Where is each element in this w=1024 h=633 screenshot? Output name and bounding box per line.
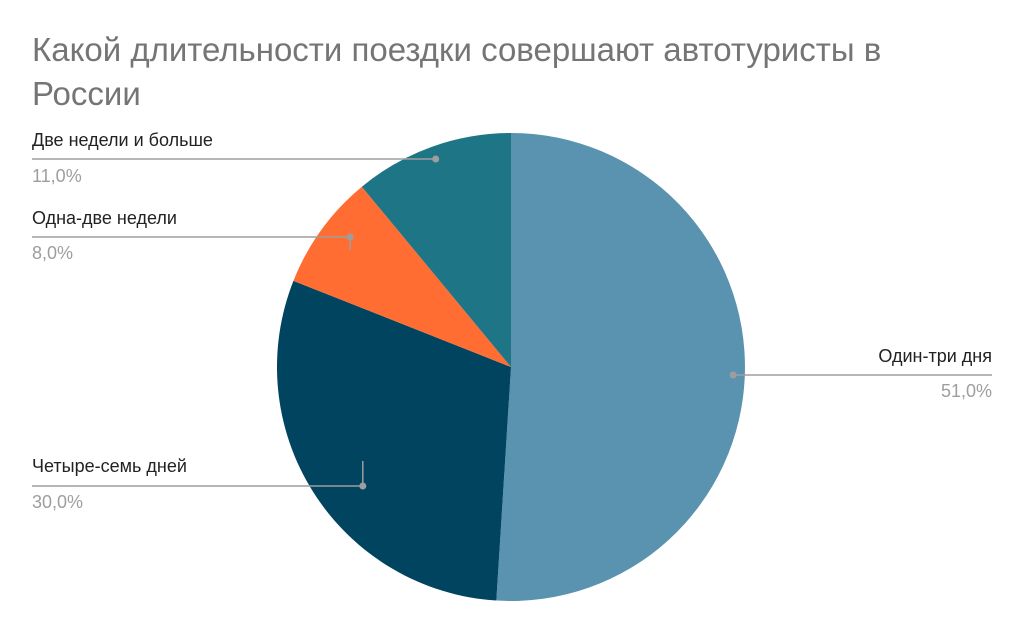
slice-value-1: 51,0% (941, 381, 992, 401)
slice-value-2: 30,0% (32, 492, 83, 512)
leader-line-1 (732, 374, 992, 376)
slice-label-4: Две недели и больше (32, 130, 213, 150)
leader-line-4 (32, 157, 437, 160)
leader-dot-3 (346, 233, 354, 241)
pie-slice-3 (293, 186, 511, 367)
slice-label-1: Один-три дня (878, 346, 992, 366)
slice-label-3: Одна-две недели (32, 208, 177, 228)
pie-slice-1 (496, 133, 745, 601)
leader-dot-1 (729, 371, 737, 379)
slice-value-4: 11,0% (32, 166, 82, 186)
slice-value-3: 8,0% (32, 243, 73, 263)
chart-title: Какой длительности поездки совершают авт… (32, 31, 882, 112)
pie-slices (276, 133, 745, 601)
slice-label-2: Четыре-семь дней (32, 456, 187, 476)
leader-dot-4 (432, 155, 440, 163)
pie-labels: Один-три дня 51,0% Четыре-семь дней 30,0% Од… (32, 130, 992, 512)
leader-dot-2 (359, 482, 367, 490)
pie-slice-4 (361, 133, 511, 367)
pie-slice-2 (276, 280, 511, 601)
leader-line-3 (32, 236, 351, 251)
